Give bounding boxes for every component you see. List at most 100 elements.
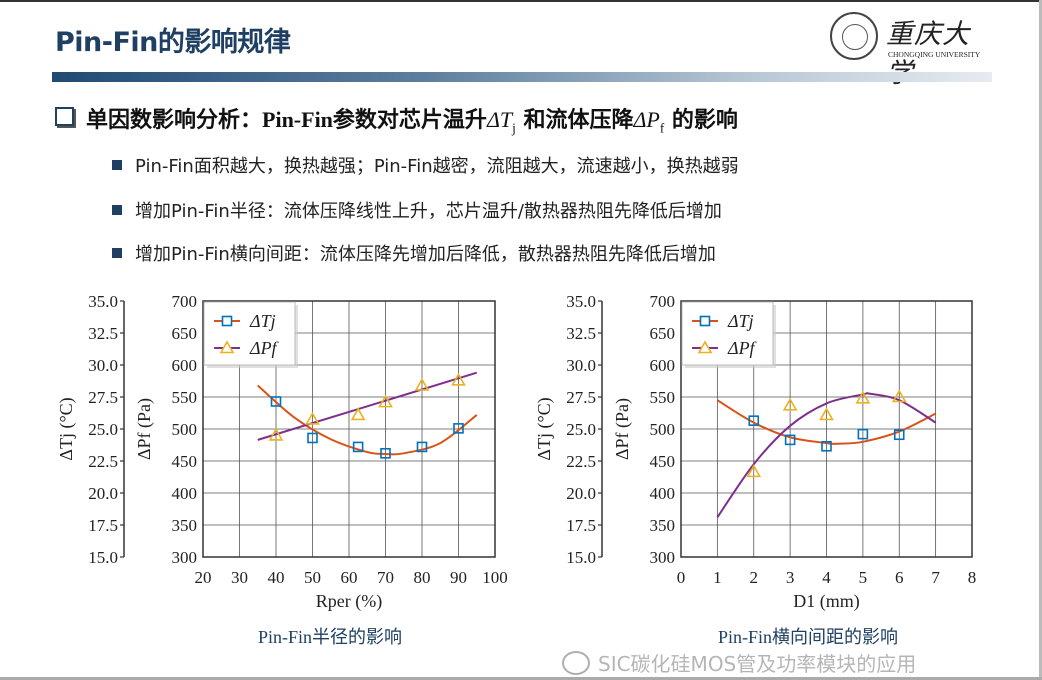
y-right-tick-label: 400 — [650, 484, 676, 503]
y-left-axis-label: ΔTj (°C) — [534, 397, 555, 460]
x-tick-label: 20 — [195, 568, 212, 587]
x-tick-label: 50 — [304, 568, 321, 587]
x-tick-label: 90 — [450, 568, 467, 587]
y-right-tick-label: 300 — [172, 548, 198, 567]
heading-part4: 和流体压降 — [523, 108, 634, 133]
y-left-tick-label: 22.5 — [88, 452, 118, 471]
bullet-text: 增加Pin-Fin半径：流体压降线性上升，芯片温升/散热器热阻先降低后增加 — [135, 201, 722, 222]
frame-right-border — [1039, 0, 1042, 680]
frame-top-border — [0, 0, 1042, 2]
data-point-tj — [453, 423, 464, 434]
square-bullet-icon — [112, 248, 122, 258]
data-point-tj — [416, 441, 428, 453]
y-right-axis-label: ΔPf (Pa) — [612, 398, 633, 460]
y-left-tick-label: 20.0 — [88, 484, 118, 503]
y-right-axis-label: ΔPf (Pa) — [134, 398, 155, 460]
y-left-tick-label: 27.5 — [88, 388, 118, 407]
data-point-tj — [893, 429, 905, 441]
legend-marker-triangle-icon — [697, 340, 713, 354]
chart-2: 0 1 2 3 4 5 6 7 8 300 15.0 350 17.5 400 20.0 450 22.5 500… — [534, 292, 976, 612]
y-right-tick-label: 300 — [650, 548, 676, 567]
fit-line-tj — [716, 399, 937, 445]
data-point-pf — [891, 389, 907, 403]
x-tick-label: 3 — [786, 568, 795, 587]
data-point-pf — [451, 372, 466, 386]
bullet-item: 增加Pin-Fin横向间距：流体压降先增加后降低，散热器热阻先降低后增加 — [112, 240, 716, 266]
x-tick-label: 4 — [822, 568, 831, 587]
y-left-tick-label: 15.0 — [88, 548, 118, 567]
x-tick-label: 0 — [677, 568, 686, 587]
y-left-tick-label: 30.0 — [566, 356, 596, 375]
data-point-pf — [819, 407, 834, 421]
data-point-tj — [270, 396, 282, 407]
heading-delta-p-sub: f — [659, 120, 665, 136]
checkbox-bullet-icon — [55, 107, 74, 126]
x-tick-label: 8 — [968, 568, 977, 587]
y-left-tick-label: 15.0 — [566, 548, 596, 567]
y-right-tick-label: 700 — [172, 292, 198, 311]
plot-area-frame — [202, 300, 496, 558]
heading-delta-t-sub: j — [512, 120, 516, 136]
watermark: SIC碳化硅MOS管及功率模块的应用 — [562, 651, 916, 676]
square-bullet-icon — [112, 205, 122, 215]
fit-line-pf — [257, 371, 478, 441]
y-right-tick-label: 500 — [650, 420, 676, 439]
square-bullet-icon — [112, 160, 122, 170]
y-right-tick-label: 400 — [172, 484, 198, 503]
y-left-axis-label: ΔTj (°C) — [56, 397, 77, 460]
y-right-tick-label: 700 — [650, 292, 676, 311]
legend-label: ΔTj — [727, 311, 754, 331]
plot-area-frame — [680, 300, 973, 558]
heading-part5: 的影响 — [671, 108, 738, 133]
legend-label: ΔPf — [249, 338, 280, 358]
y-right-tick-label: 450 — [650, 452, 676, 471]
y-right-tick-label: 650 — [172, 324, 198, 343]
bullet-item: 增加Pin-Fin半径：流体压降线性上升，芯片温升/散热器热阻先降低后增加 — [112, 197, 722, 223]
watermark-text: SIC碳化硅MOS管及功率模块的应用 — [598, 652, 917, 676]
x-tick-label: 80 — [414, 568, 431, 587]
x-tick-label: 2 — [750, 568, 759, 587]
y-right-tick-label: 600 — [172, 356, 198, 375]
legend-marker-square-icon — [699, 315, 711, 327]
data-point-tj — [748, 415, 760, 426]
y-right-tick-label: 500 — [172, 420, 198, 439]
x-axis-label: Rper (%) — [316, 591, 382, 612]
y-right-tick-label: 650 — [650, 324, 676, 343]
legend-label: ΔPf — [727, 338, 758, 358]
bullet-text: 增加Pin-Fin横向间距：流体压降先增加后降低，散热器热阻先降低后增加 — [135, 244, 716, 265]
data-point-pf — [378, 394, 393, 408]
section-heading: 单因数影响分析：Pin-Fin参数对芯片温升ΔTj 和流体压降ΔPf 的影响 — [55, 102, 738, 136]
x-tick-label: 60 — [341, 568, 358, 587]
data-point-tj — [857, 428, 869, 440]
bullet-text: Pin-Fin面积越大，换热越强；Pin-Fin越密，流阻越大，流速越小，换热越… — [135, 156, 739, 177]
data-point-tj — [380, 448, 391, 459]
x-axis-label: D1 (mm) — [793, 591, 860, 612]
y-left-tick-label: 25.0 — [88, 420, 118, 439]
y-left-tick-label: 22.5 — [566, 452, 596, 471]
legend-box — [203, 301, 296, 366]
fit-line-tj — [257, 384, 478, 456]
y-left-tick-label: 17.5 — [566, 516, 596, 535]
title-gradient-bar — [52, 72, 992, 82]
y-right-tick-label: 550 — [650, 388, 676, 407]
data-point-tj — [352, 441, 364, 453]
y-right-tick-label: 550 — [172, 388, 198, 407]
data-point-pf — [305, 411, 320, 425]
x-tick-label: 70 — [377, 568, 394, 587]
x-tick-label: 40 — [268, 568, 285, 587]
y-right-tick-label: 350 — [650, 516, 676, 535]
y-left-tick-label: 35.0 — [566, 292, 596, 311]
heading-delta-t: ΔT — [486, 107, 513, 132]
legend-label: ΔTj — [249, 311, 276, 331]
legend-marker-square-icon — [221, 315, 233, 327]
y-left-tick-label: 25.0 — [566, 420, 596, 439]
chart2-caption: Pin-Fin横向间距的影响 — [718, 627, 899, 647]
y-right-tick-label: 600 — [650, 356, 676, 375]
university-seal-icon — [830, 12, 878, 60]
y-right-tick-label: 450 — [172, 452, 198, 471]
x-tick-label: 30 — [231, 568, 248, 587]
y-left-tick-label: 30.0 — [88, 356, 118, 375]
data-point-pf — [414, 377, 430, 391]
bullet-item: Pin-Fin面积越大，换热越强；Pin-Fin越密，流阻越大，流速越小，换热越… — [112, 152, 739, 178]
